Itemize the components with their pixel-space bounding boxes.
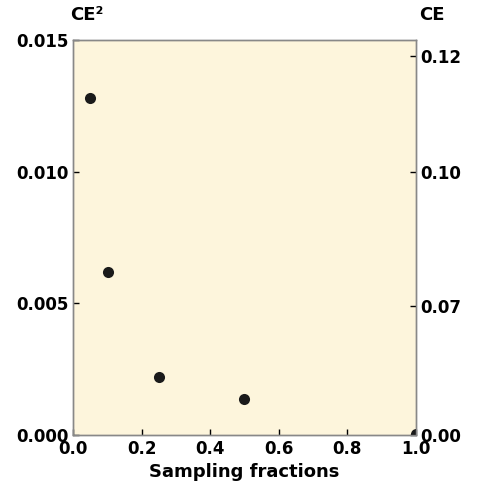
Point [411,430,419,438]
Point [240,396,248,404]
Point [103,268,111,276]
Point [86,94,94,102]
X-axis label: Sampling fractions: Sampling fractions [149,464,339,481]
Text: CE²: CE² [70,6,103,24]
Point [155,373,163,381]
Text: CE: CE [418,6,444,24]
